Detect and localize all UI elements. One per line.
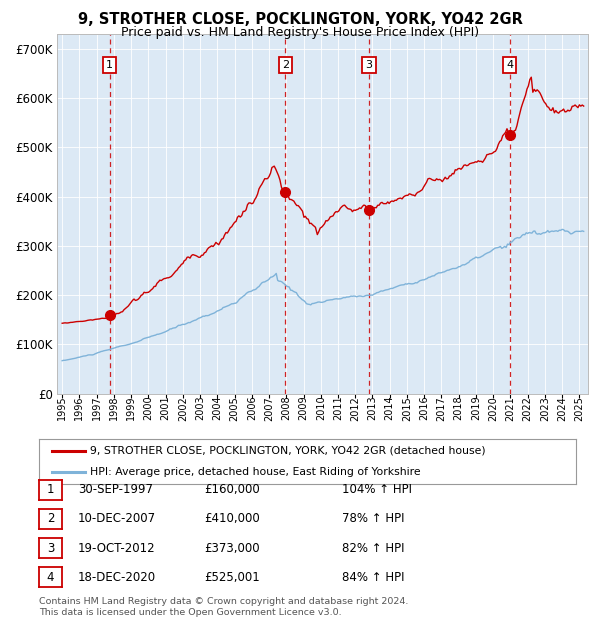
Text: 10-DEC-2007: 10-DEC-2007 — [78, 513, 156, 525]
Text: 1998: 1998 — [109, 396, 119, 420]
Text: 2: 2 — [47, 513, 54, 525]
Text: 9, STROTHER CLOSE, POCKLINGTON, YORK, YO42 2GR: 9, STROTHER CLOSE, POCKLINGTON, YORK, YO… — [77, 12, 523, 27]
Text: £373,000: £373,000 — [204, 542, 260, 554]
Text: 1999: 1999 — [126, 396, 136, 420]
Text: 2018: 2018 — [454, 396, 464, 420]
Text: 2025: 2025 — [574, 396, 584, 421]
Text: 3: 3 — [365, 60, 373, 69]
Text: Contains HM Land Registry data © Crown copyright and database right 2024.
This d: Contains HM Land Registry data © Crown c… — [39, 598, 409, 617]
Text: 2011: 2011 — [333, 396, 343, 420]
Text: 1997: 1997 — [92, 396, 101, 420]
Text: 2000: 2000 — [143, 396, 154, 420]
Text: Price paid vs. HM Land Registry's House Price Index (HPI): Price paid vs. HM Land Registry's House … — [121, 26, 479, 39]
Text: 2003: 2003 — [195, 396, 205, 420]
Text: 2014: 2014 — [385, 396, 395, 420]
Text: 2022: 2022 — [523, 396, 533, 421]
Text: 2013: 2013 — [367, 396, 377, 420]
Text: 2016: 2016 — [419, 396, 429, 420]
Text: 2024: 2024 — [557, 396, 567, 420]
Text: £410,000: £410,000 — [204, 513, 260, 525]
Text: 2020: 2020 — [488, 396, 498, 420]
Text: 2015: 2015 — [402, 396, 412, 420]
Text: 2007: 2007 — [264, 396, 274, 420]
Text: 2001: 2001 — [161, 396, 170, 420]
Text: 1: 1 — [47, 484, 54, 496]
Text: 2017: 2017 — [436, 396, 446, 420]
Text: 9, STROTHER CLOSE, POCKLINGTON, YORK, YO42 2GR (detached house): 9, STROTHER CLOSE, POCKLINGTON, YORK, YO… — [90, 446, 485, 456]
Text: £160,000: £160,000 — [204, 484, 260, 496]
Text: £525,001: £525,001 — [204, 571, 260, 583]
Text: 30-SEP-1997: 30-SEP-1997 — [78, 484, 153, 496]
Text: 2: 2 — [281, 60, 289, 69]
Text: 2023: 2023 — [540, 396, 550, 420]
Text: 2009: 2009 — [299, 396, 308, 420]
Text: 104% ↑ HPI: 104% ↑ HPI — [342, 484, 412, 496]
Text: 19-OCT-2012: 19-OCT-2012 — [78, 542, 155, 554]
Text: 84% ↑ HPI: 84% ↑ HPI — [342, 571, 404, 583]
Text: HPI: Average price, detached house, East Riding of Yorkshire: HPI: Average price, detached house, East… — [90, 467, 421, 477]
Text: 1995: 1995 — [57, 396, 67, 420]
Text: 2012: 2012 — [350, 396, 360, 420]
Text: 2006: 2006 — [247, 396, 257, 420]
Text: 78% ↑ HPI: 78% ↑ HPI — [342, 513, 404, 525]
Text: 4: 4 — [47, 571, 54, 583]
Text: 2019: 2019 — [471, 396, 481, 420]
Text: 1: 1 — [106, 60, 113, 69]
Text: 1996: 1996 — [74, 396, 85, 420]
Text: 3: 3 — [47, 542, 54, 554]
Text: 2021: 2021 — [505, 396, 515, 420]
Text: 18-DEC-2020: 18-DEC-2020 — [78, 571, 156, 583]
Text: 82% ↑ HPI: 82% ↑ HPI — [342, 542, 404, 554]
Text: 2008: 2008 — [281, 396, 291, 420]
Text: 4: 4 — [506, 60, 513, 69]
Text: 2005: 2005 — [230, 396, 239, 420]
Text: 2010: 2010 — [316, 396, 326, 420]
Text: 2004: 2004 — [212, 396, 223, 420]
Text: 2002: 2002 — [178, 396, 188, 420]
